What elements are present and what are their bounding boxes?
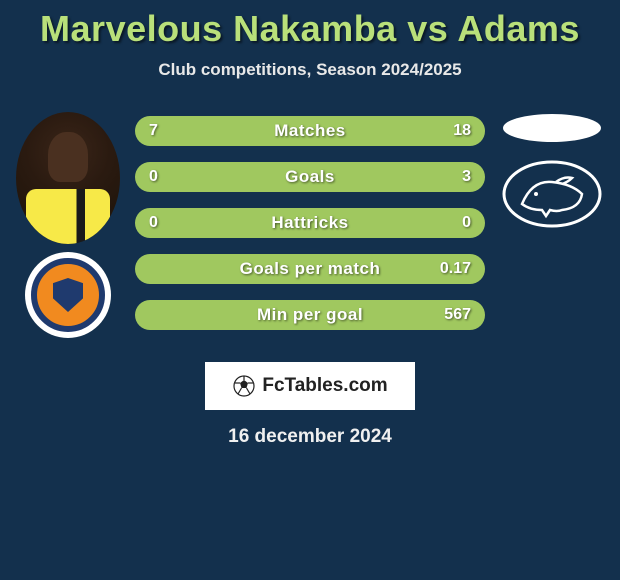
- stat-label: Matches: [135, 121, 485, 141]
- club-badge-left: [25, 252, 111, 338]
- soccer-ball-icon: [232, 374, 256, 398]
- player-photo-left: [16, 112, 120, 244]
- subtitle: Club competitions, Season 2024/2025: [0, 60, 620, 80]
- stat-row: 0 Hattricks 0: [135, 208, 485, 238]
- stat-row: 0 Goals 3: [135, 162, 485, 192]
- stat-row: Min per goal 567: [135, 300, 485, 330]
- brand-text: FcTables.com: [262, 375, 387, 397]
- left-player-column: [8, 110, 128, 338]
- page-title: Marvelous Nakamba vs Adams: [0, 0, 620, 50]
- club-badge-right: [502, 160, 602, 228]
- stat-value-right: 567: [444, 306, 471, 324]
- brand-box: FcTables.com: [205, 362, 415, 410]
- stat-label: Goals per match: [135, 259, 485, 279]
- stat-value-right: 0: [462, 214, 471, 232]
- stat-row: 7 Matches 18: [135, 116, 485, 146]
- stat-value-right: 3: [462, 168, 471, 186]
- comparison-panel: 7 Matches 18 0 Goals 3 0 Hattricks 0 Goa…: [0, 110, 620, 340]
- stat-label: Min per goal: [135, 305, 485, 325]
- stat-label: Goals: [135, 167, 485, 187]
- date-text: 16 december 2024: [0, 426, 620, 448]
- stat-value-right: 0.17: [440, 260, 471, 278]
- stat-value-right: 18: [453, 122, 471, 140]
- stat-bars: 7 Matches 18 0 Goals 3 0 Hattricks 0 Goa…: [135, 116, 485, 346]
- player-placeholder-right: [503, 114, 601, 142]
- stat-row: Goals per match 0.17: [135, 254, 485, 284]
- right-player-column: [492, 110, 612, 228]
- stat-label: Hattricks: [135, 213, 485, 233]
